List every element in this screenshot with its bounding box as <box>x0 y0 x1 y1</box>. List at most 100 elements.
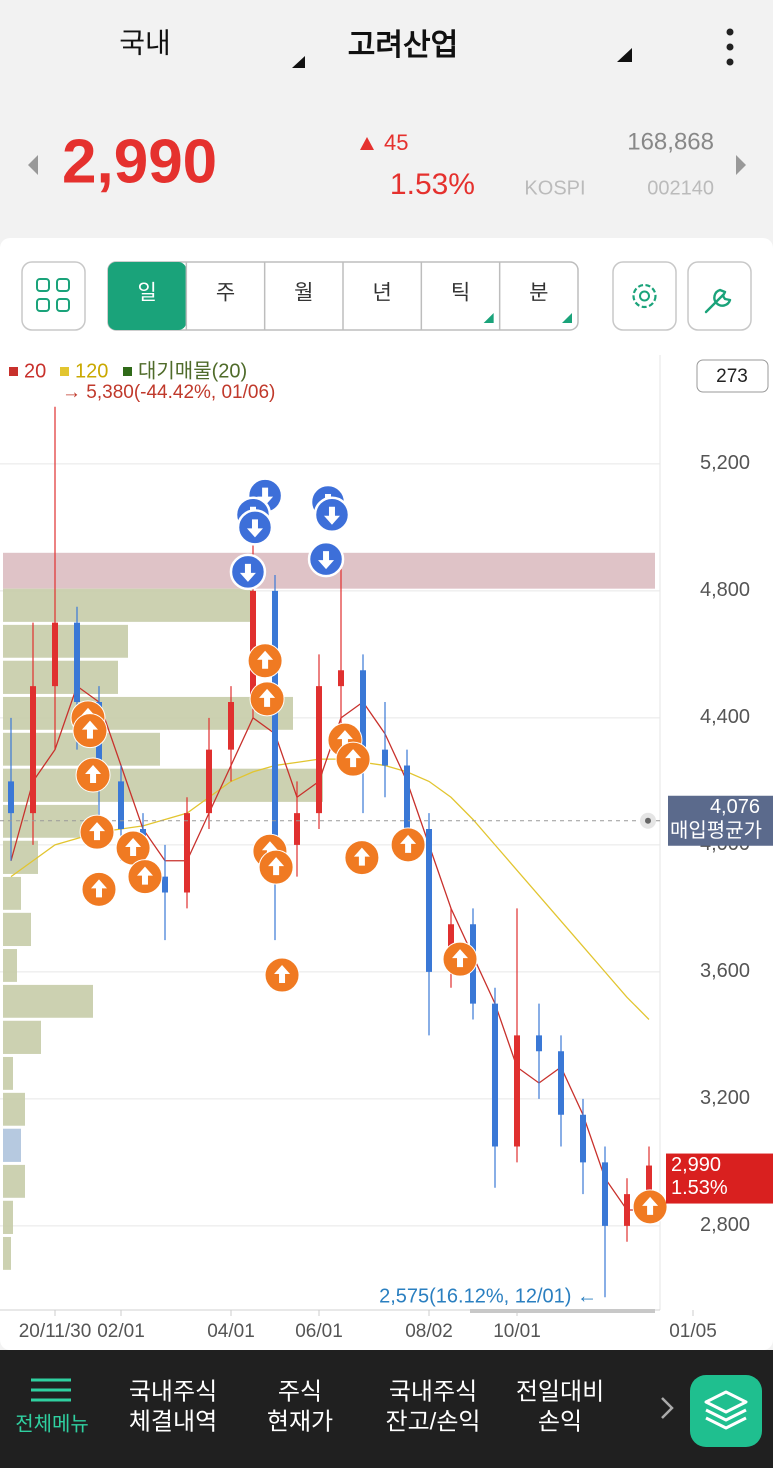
signal-icon <box>261 841 278 860</box>
avg-price-name: 매입평균가 <box>670 819 762 842</box>
x-tick-label: 10/01 <box>493 1321 541 1342</box>
change-rate: 1.53% <box>390 168 475 201</box>
price-change: 45 <box>384 130 408 155</box>
market-selector[interactable]: 국내 <box>119 27 171 58</box>
candle-body <box>602 1162 608 1226</box>
more-menu[interactable] <box>726 28 734 66</box>
moving-average <box>10 758 650 1020</box>
y-tick-label: 2,800 <box>700 1214 750 1236</box>
volume-profile-bar <box>3 1128 21 1162</box>
signal-icon <box>246 519 263 538</box>
volume-profile-bar <box>3 949 17 982</box>
x-tick-label: 06/01 <box>295 1321 343 1342</box>
market-name: KOSPI <box>524 177 585 199</box>
volume-profile-bar <box>3 912 31 947</box>
period-tab[interactable]: 틱 <box>451 282 470 305</box>
candle-body <box>624 1194 630 1226</box>
active-tab-bg <box>108 262 187 330</box>
submenu-icon <box>483 313 494 323</box>
nav-item[interactable]: 국내주식 <box>389 1378 477 1405</box>
volume-profile-bar <box>3 984 93 1018</box>
signal-icon <box>452 949 469 968</box>
menu-icon[interactable] <box>31 1378 71 1402</box>
nav-item[interactable]: 잔고/손익 <box>386 1408 481 1435</box>
candle-body <box>646 1165 652 1195</box>
nav-item[interactable]: 체결내역 <box>129 1408 217 1435</box>
prev-stock[interactable] <box>28 155 38 175</box>
legend-swatch <box>60 367 69 376</box>
candle-body <box>294 813 300 845</box>
candle-body <box>404 765 410 830</box>
signal-icon <box>274 965 291 984</box>
dropdown-icon <box>617 48 632 62</box>
period-tab[interactable]: 일 <box>138 282 157 305</box>
volume: 168,868 <box>627 128 714 155</box>
period-tab[interactable]: 분 <box>529 282 548 305</box>
volume-profile-bar <box>3 840 38 874</box>
signal-icon <box>125 838 142 857</box>
high-annotation: → 5,380(-44.42%, 01/06) <box>62 382 275 403</box>
candle-body <box>338 670 344 687</box>
nav-item[interactable]: 국내주식 <box>129 1378 217 1405</box>
settings-button[interactable] <box>612 261 677 331</box>
nav-scroll[interactable] <box>661 1397 674 1419</box>
candle-body <box>206 749 212 814</box>
candle-body <box>184 813 190 893</box>
signal-icon <box>268 857 285 876</box>
stock-name[interactable]: 고려산업 <box>348 29 458 62</box>
candle-body <box>74 622 80 703</box>
moving-average <box>10 685 649 1211</box>
signal-icon <box>336 730 353 749</box>
quick-button[interactable] <box>690 1375 762 1447</box>
chart: 2,8003,2003,6004,0004,4004,8005,20020/11… <box>0 355 773 1342</box>
volume-profile-bar <box>3 1164 25 1198</box>
candle-body <box>580 1114 586 1163</box>
signal-icon <box>136 866 153 885</box>
candle-body <box>30 686 36 814</box>
signal-icon <box>91 879 107 898</box>
x-tick-label: 04/01 <box>207 1321 255 1342</box>
candle-body <box>360 670 366 750</box>
current-price-label: 2,990 <box>671 1154 721 1176</box>
x-tick-label: 08/02 <box>405 1321 453 1342</box>
signal-icon <box>345 749 362 768</box>
current-rate-label: 1.53% <box>671 1177 728 1199</box>
signal-icon <box>642 1196 659 1215</box>
nav-item[interactable]: 현재가 <box>267 1408 333 1435</box>
candle-body <box>272 590 278 845</box>
current-price: 2,990 <box>62 127 217 196</box>
legend-label: 120 <box>75 360 108 382</box>
signal-icon <box>257 650 274 669</box>
signal-icon <box>89 822 106 841</box>
current-price-tag <box>666 1153 773 1204</box>
next-stock[interactable] <box>736 155 746 175</box>
signal-icon <box>81 720 98 739</box>
volume-profile-bar <box>3 1092 25 1126</box>
menu-label[interactable]: 전체메뉴 <box>15 1412 89 1435</box>
volume-profile-bar <box>3 624 128 658</box>
candle-body <box>558 1051 564 1115</box>
candle-body <box>426 829 432 972</box>
signal-icon <box>318 551 335 570</box>
count-label: 273 <box>716 366 748 387</box>
candle-body <box>228 702 234 750</box>
candle-body <box>316 686 322 814</box>
submenu-icon <box>562 313 572 323</box>
count-button[interactable] <box>696 359 769 393</box>
signal-icon <box>259 688 276 707</box>
period-tab[interactable]: 년 <box>373 282 392 305</box>
nav-item[interactable]: 주식 <box>278 1378 322 1405</box>
layout-button[interactable] <box>21 261 86 331</box>
header-bg <box>0 0 773 238</box>
x-tick-label: 01/05 <box>669 1321 717 1342</box>
period-tab[interactable]: 주 <box>216 282 235 305</box>
nav-item[interactable]: 전일대비 <box>516 1378 604 1405</box>
signal-icon <box>353 847 370 866</box>
nav-item[interactable]: 손익 <box>538 1408 582 1435</box>
tool-button[interactable] <box>687 261 752 331</box>
period-tab[interactable]: 월 <box>294 282 313 305</box>
y-tick-label: 4,800 <box>700 579 750 601</box>
x-tick-label: 20/11/30 <box>19 1321 92 1342</box>
